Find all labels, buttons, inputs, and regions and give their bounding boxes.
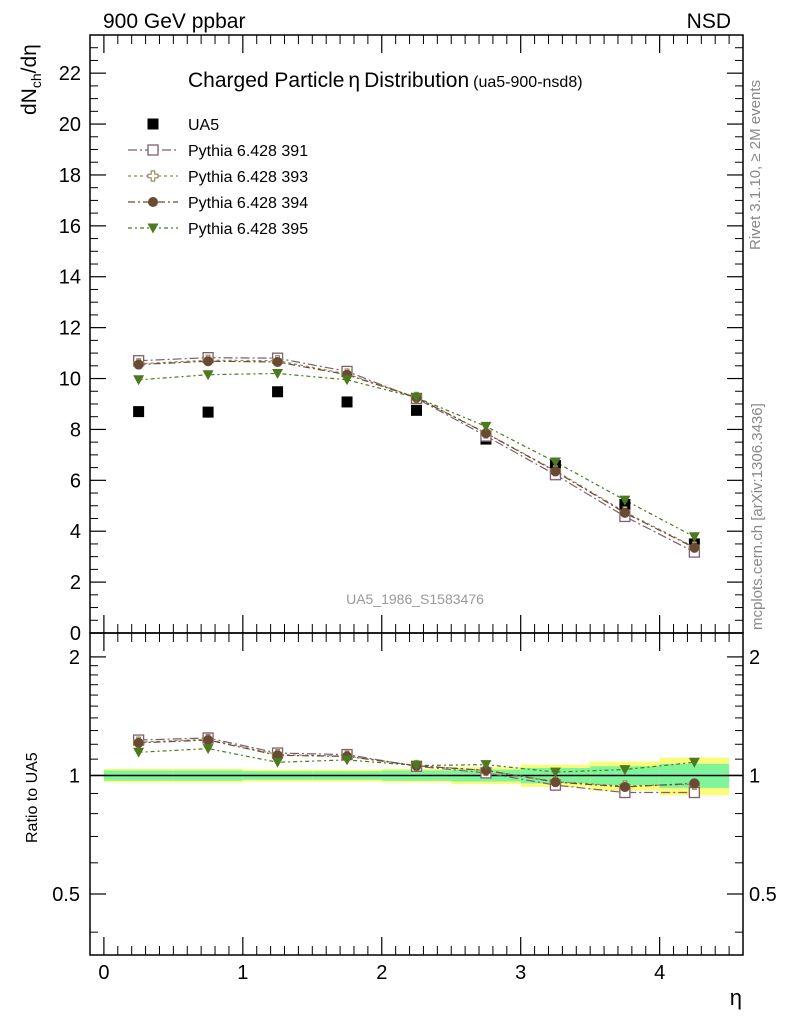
y-tick-label: 0 — [70, 623, 81, 645]
ratio-point-p395 — [688, 757, 700, 768]
main-series-group — [132, 352, 701, 558]
ratio-point-p395 — [549, 767, 561, 778]
chart-title: Charged Particle η Distribution (ua5-900-ns… — [188, 69, 583, 92]
ratio-axis-ticks: 0.5 0.5 1 1 2 2 0 1 2 3 4 — [52, 633, 777, 984]
point-p395 — [341, 375, 353, 386]
mcplots-label: mcplots.cern.ch [arXiv:1306.3436] — [749, 403, 766, 630]
point-data — [411, 404, 422, 416]
y-tick-label: 10 — [59, 369, 81, 391]
ratio-y-tick-label-right: 0.5 — [749, 884, 777, 906]
legend: UA5 Pythia 6.428 391 Pythia 6.428 393 Pythi… — [128, 117, 308, 238]
point-data — [133, 406, 145, 418]
y-label-sub: ch — [28, 73, 44, 88]
ratio-point-p395 — [202, 744, 214, 755]
main-y-axis-label: dNch/dη — [18, 44, 44, 115]
legend-marker-p395 — [147, 223, 159, 234]
y-tick-label: 4 — [70, 521, 81, 543]
ratio-point-p395 — [341, 755, 353, 766]
y-label-rest: /dη — [18, 44, 41, 73]
point-data — [341, 396, 353, 408]
series-line-p391 — [138, 357, 695, 553]
x-tick-label: 3 — [515, 962, 526, 984]
point-p394 — [619, 507, 630, 518]
y-tick-label: 18 — [59, 165, 81, 187]
x-axis-label: η — [730, 985, 742, 1010]
series-line-p395 — [138, 372, 695, 538]
point-p395 — [688, 532, 700, 543]
point-data — [202, 406, 214, 418]
ratio-y-tick-label: 0.5 — [52, 884, 80, 906]
legend-label-p393: Pythia 6.428 393 — [188, 169, 308, 186]
point-p394 — [480, 428, 491, 439]
legend-label-p395: Pythia 6.428 395 — [188, 221, 308, 238]
point-p395 — [272, 368, 284, 379]
legend-marker-p393 — [147, 170, 159, 182]
x-tick-label: 4 — [654, 962, 665, 984]
ratio-panel: 0.5 0.5 1 1 2 2 0 1 2 3 4 Ratio to UA5 η — [24, 632, 777, 1010]
ratio-point-p395 — [411, 760, 422, 771]
header-left: 900 GeV ppbar — [103, 10, 245, 33]
point-p394 — [133, 359, 144, 370]
point-data — [272, 386, 284, 398]
ratio-y-axis-label: Ratio to UA5 — [24, 752, 41, 843]
chart-title-text: Charged Particle — [188, 69, 344, 92]
header-right: NSD — [687, 10, 731, 33]
legend-label-p391: Pythia 6.428 391 — [188, 143, 308, 160]
point-p394 — [203, 356, 214, 367]
analysis-watermark: UA5_1986_S1583476 — [346, 591, 484, 607]
ratio-point-p395 — [133, 747, 145, 758]
chart-title-tag: (ua5-900-nsd8) — [473, 74, 582, 91]
legend-label-p394: Pythia 6.428 394 — [188, 195, 308, 212]
legend-marker-p391 — [147, 144, 159, 156]
point-p395 — [411, 393, 422, 404]
ratio-point-p394 — [550, 777, 561, 788]
y-tick-label: 2 — [70, 572, 81, 594]
y-tick-label: 12 — [59, 318, 81, 340]
rivet-label: Rivet 3.1.10, ≥ 2M events — [747, 80, 764, 250]
ratio-y-tick-label-right: 2 — [749, 647, 760, 669]
ratio-point-p394 — [619, 781, 630, 792]
ratio-series-group — [132, 732, 701, 799]
ratio-frame — [89, 632, 744, 956]
ratio-point-p394 — [480, 765, 491, 776]
main-panel: 0 2 4 6 8 10 12 14 16 18 20 22 Charged Particle η Dis… — [18, 34, 744, 645]
ratio-point-p394 — [133, 737, 144, 748]
point-p395 — [480, 421, 492, 432]
ratio-y-tick-label-right: 1 — [749, 765, 760, 787]
y-label-main: dN — [18, 88, 41, 115]
chart-title-rest: Distribution — [364, 69, 469, 92]
x-tick-label: 2 — [376, 962, 387, 984]
chart-title-eta: η — [348, 69, 360, 92]
main-axis-ticks: 0 2 4 6 8 10 12 14 16 18 20 22 — [59, 35, 744, 645]
y-tick-label: 6 — [70, 470, 81, 492]
y-tick-label: 22 — [59, 63, 81, 85]
ratio-point-p394 — [203, 735, 214, 746]
point-p394 — [550, 466, 561, 477]
ratio-point-p395 — [480, 760, 492, 771]
y-tick-label: 16 — [59, 216, 81, 238]
series-line-p394 — [138, 360, 695, 549]
y-tick-label: 8 — [70, 419, 81, 441]
ratio-y-tick-label: 1 — [69, 765, 80, 787]
point-p395 — [133, 375, 145, 386]
x-tick-label: 0 — [98, 962, 109, 984]
y-tick-label: 14 — [59, 267, 81, 289]
point-p394 — [689, 542, 700, 553]
ratio-y-tick-label: 2 — [69, 647, 80, 669]
ratio-point-p395 — [619, 765, 631, 776]
point-p395 — [619, 495, 631, 506]
legend-marker-data — [147, 118, 159, 130]
ratio-point-p394 — [689, 778, 700, 789]
point-p395 — [202, 370, 214, 381]
legend-label-data: UA5 — [188, 117, 219, 134]
series-line-p393 — [138, 359, 695, 548]
legend-marker-p394 — [148, 197, 158, 207]
x-tick-label: 1 — [237, 962, 248, 984]
y-tick-label: 20 — [59, 114, 81, 136]
ratio-point-p395 — [272, 757, 284, 768]
point-p394 — [272, 356, 283, 367]
point-p395 — [549, 457, 561, 468]
